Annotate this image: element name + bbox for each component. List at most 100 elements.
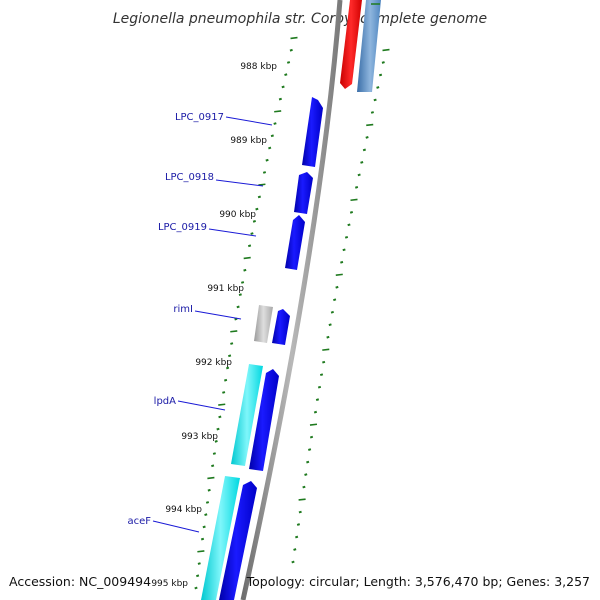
ruler-dot — [378, 73, 383, 77]
ruler-dot — [296, 523, 301, 526]
ruler-dot — [255, 207, 259, 211]
ruler-dot — [309, 435, 314, 439]
ruler-ring-inner — [291, 48, 390, 564]
ruler-dot — [212, 452, 216, 455]
ruler-dot — [302, 485, 306, 489]
ruler-dot — [298, 498, 306, 501]
ruler-dot — [230, 330, 238, 333]
steel-feature — [357, 0, 381, 92]
gene-rimI-neighbor — [272, 309, 290, 345]
ruler-dot — [224, 378, 228, 382]
ruler-dot — [243, 268, 247, 272]
ruler-dot — [382, 48, 390, 52]
ruler-dot — [225, 366, 230, 370]
gene-label: lpdA — [154, 396, 176, 407]
ruler-dot — [354, 186, 359, 189]
ruler-dot — [319, 373, 324, 377]
tick-label: 993 kbp — [181, 432, 218, 442]
gene-aceF-neighbor — [219, 481, 257, 600]
tick-label: 989 kbp — [230, 136, 267, 146]
ruler-dot — [295, 535, 299, 539]
ruler-dot — [196, 574, 200, 578]
ruler-dot — [335, 285, 339, 289]
ruler-dot — [366, 123, 374, 127]
gene-label-leader — [152, 520, 200, 533]
ruler-dot — [365, 136, 369, 139]
gene-label-leader — [177, 400, 226, 411]
ruler-dot — [228, 354, 232, 358]
gene-label-leader — [208, 228, 257, 237]
gene-lpdA — [231, 364, 263, 466]
gene-label-leader — [194, 310, 242, 320]
gene-label: LPC_0918 — [165, 172, 214, 183]
ruler-dot — [268, 146, 272, 150]
ruler-dot — [284, 73, 288, 77]
ruler-dot — [194, 586, 198, 590]
ruler-dot — [333, 298, 337, 302]
ruler-dot — [236, 305, 240, 309]
tick-label: 992 kbp — [195, 358, 232, 368]
tick-label: 988 kbp — [240, 62, 277, 72]
ruler-dot — [350, 198, 358, 202]
gene-label-layer: LPC_0917 LPC_0918 LPC_0919 rimI lpdA aceF — [127, 112, 273, 533]
ruler-dot — [340, 260, 344, 264]
map-title: Legionella pneumophila str. Corby, compl… — [113, 11, 487, 27]
ruler-dot — [322, 348, 330, 351]
gene-label: LPC_0919 — [158, 222, 207, 233]
ruler-dot — [207, 488, 211, 492]
ruler-dot — [216, 427, 220, 431]
ruler-dot — [342, 248, 346, 252]
ruler-dot — [357, 173, 361, 177]
ruler-dot — [218, 403, 226, 406]
ruler-dot — [326, 335, 330, 339]
ruler-dot — [205, 501, 210, 504]
gene-label: aceF — [127, 516, 151, 527]
gene-LPC_0917 — [302, 97, 323, 167]
ruler-dot — [309, 423, 318, 426]
ruler-dot — [281, 85, 285, 89]
genome-backbone — [240, 0, 343, 600]
ruler-dot — [306, 460, 310, 464]
gene-lpdA-neighbor — [249, 369, 279, 471]
tick-label: 990 kbp — [219, 210, 256, 220]
ruler-dot — [197, 550, 205, 553]
ruler-dot — [200, 537, 205, 541]
ruler-dot — [322, 360, 326, 364]
ruler-dot — [262, 171, 267, 174]
ruler-dot — [207, 476, 215, 480]
ruler-dot — [234, 317, 238, 321]
gene-aceF — [201, 476, 240, 600]
ruler-dot — [330, 310, 334, 314]
ruler-dot — [286, 61, 291, 64]
gene-label-leader — [215, 179, 264, 187]
ruler-dot — [313, 410, 318, 414]
ruler-dot — [278, 97, 282, 101]
tick-label: 995 kbp — [151, 579, 188, 589]
ruler-dot — [230, 342, 234, 345]
ruler-dot — [289, 48, 293, 52]
ruler-dot — [381, 61, 385, 64]
ruler-dot — [290, 36, 298, 40]
ruler-ring-outer — [194, 36, 298, 590]
ruler-dot — [347, 223, 351, 227]
ruler-dot — [211, 464, 215, 468]
ruler-dot — [376, 86, 380, 89]
gene-label: rimI — [173, 304, 193, 315]
red-feature — [340, 0, 362, 89]
ruler-dot — [204, 513, 208, 517]
ruler-dot — [222, 391, 226, 394]
ruler-dot — [370, 111, 375, 114]
ruler-dot — [218, 415, 222, 419]
ruler-dot — [270, 134, 274, 138]
ruler-dot — [360, 161, 364, 164]
ruler-dot — [317, 385, 322, 389]
ruler-dot — [362, 148, 366, 152]
ruler-dot — [373, 98, 377, 102]
ruler-dot — [240, 281, 245, 284]
ruler-dot — [214, 439, 218, 443]
tick-label: 991 kbp — [207, 284, 244, 294]
ruler-dot — [274, 110, 282, 113]
ruler-dot — [197, 562, 201, 565]
tick-layer: 988 kbp 989 kbp 990 kbp 991 kbp 992 kbp 993 k… — [151, 62, 277, 589]
